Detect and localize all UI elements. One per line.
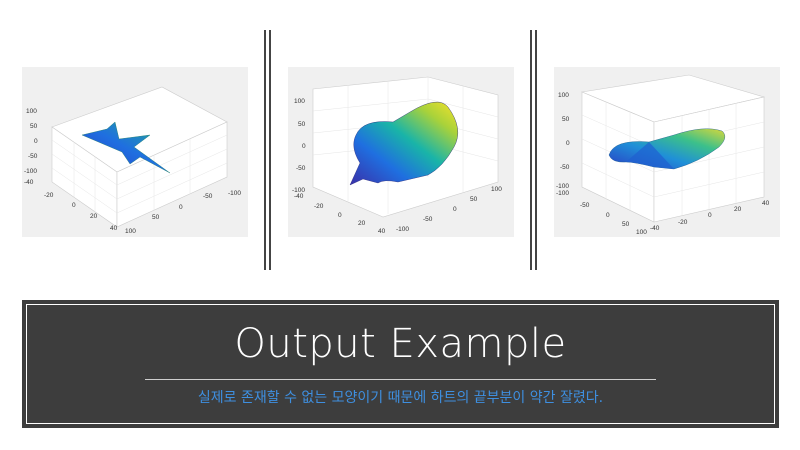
plot-1: 100 50 0 -50 -100 -40 -20 0 20 40 100 50…: [22, 67, 248, 237]
x-tick-4: 20: [358, 220, 366, 227]
caption-frame: Output Example 실제로 존재할 수 없는 모양이기 때문에 하트의…: [26, 304, 775, 424]
plot-2-svg: 100 50 0 -50 -100 -40 -20 0 20 40 -100 -…: [288, 67, 514, 237]
x-tick-5: 40: [378, 228, 386, 235]
y-tick-1: 100: [125, 228, 136, 235]
z-tick-5: -100: [292, 187, 305, 194]
y-tick-4: 20: [734, 206, 742, 213]
x-tick-3: 0: [72, 202, 76, 209]
plot-2: 100 50 0 -50 -100 -40 -20 0 20 40 -100 -…: [288, 67, 514, 237]
x-tick-2: -20: [314, 203, 324, 210]
z-tick-5: -100: [556, 183, 569, 190]
z-tick-1: 100: [558, 92, 569, 99]
x-tick-1: -40: [24, 179, 34, 186]
grid-lines: [51, 134, 228, 214]
z-tick-5: -100: [24, 168, 37, 175]
y-tick-4: 50: [470, 196, 478, 203]
z-tick-2: 50: [562, 116, 570, 123]
x-tick-4: 50: [622, 221, 630, 228]
divider-2: [530, 30, 537, 270]
heart-surface-fold: [626, 142, 674, 169]
z-tick-1: 100: [26, 108, 37, 115]
z-tick-1: 100: [294, 98, 305, 105]
y-tick-2: -50: [423, 216, 433, 223]
plot-3-svg: 100 50 0 -50 -100 -100 -50 0 50 100 -40 …: [554, 67, 780, 237]
x-tick-5: 100: [636, 229, 647, 236]
heart-surface: [349, 101, 459, 186]
z-tick-3: 0: [34, 138, 38, 145]
y-tick-3: 0: [453, 206, 457, 213]
x-tick-2: -50: [580, 202, 590, 209]
y-tick-1: -40: [650, 225, 660, 232]
z-tick-2: 50: [30, 123, 38, 130]
y-tick-5: 40: [762, 200, 770, 207]
y-tick-5: -100: [228, 190, 241, 197]
x-tick-1: -100: [556, 190, 569, 197]
y-tick-2: 50: [152, 214, 160, 221]
plot-3: 100 50 0 -50 -100 -100 -50 0 50 100 -40 …: [554, 67, 780, 237]
y-tick-2: -20: [678, 219, 688, 226]
caption-panel: Output Example 실제로 존재할 수 없는 모양이기 때문에 하트의…: [22, 300, 779, 428]
y-tick-1: -100: [396, 226, 409, 233]
caption-title: Output Example: [234, 321, 567, 367]
x-tick-3: 0: [606, 212, 610, 219]
y-tick-3: 0: [179, 204, 183, 211]
z-tick-4: -50: [28, 153, 38, 160]
y-tick-5: 100: [491, 186, 502, 193]
x-tick-5: 40: [110, 225, 118, 232]
x-tick-2: -20: [44, 192, 54, 199]
x-tick-4: 20: [90, 213, 98, 220]
x-tick-3: 0: [338, 212, 342, 219]
caption-subtitle: 실제로 존재할 수 없는 모양이기 때문에 하트의 끝부분이 약간 잘렸다.: [197, 390, 604, 406]
caption-divider: [145, 379, 656, 380]
z-tick-4: -50: [560, 164, 570, 171]
z-tick-3: 0: [566, 140, 570, 147]
z-tick-2: 50: [298, 121, 306, 128]
star-surface: [81, 121, 171, 174]
plot-1-svg: 100 50 0 -50 -100 -40 -20 0 20 40 100 50…: [22, 67, 248, 237]
y-tick-4: -50: [203, 193, 213, 200]
z-tick-3: 0: [302, 143, 306, 150]
x-tick-1: -40: [294, 193, 304, 200]
z-tick-4: -50: [296, 165, 306, 172]
y-tick-3: 0: [708, 212, 712, 219]
divider-1: [264, 30, 271, 270]
